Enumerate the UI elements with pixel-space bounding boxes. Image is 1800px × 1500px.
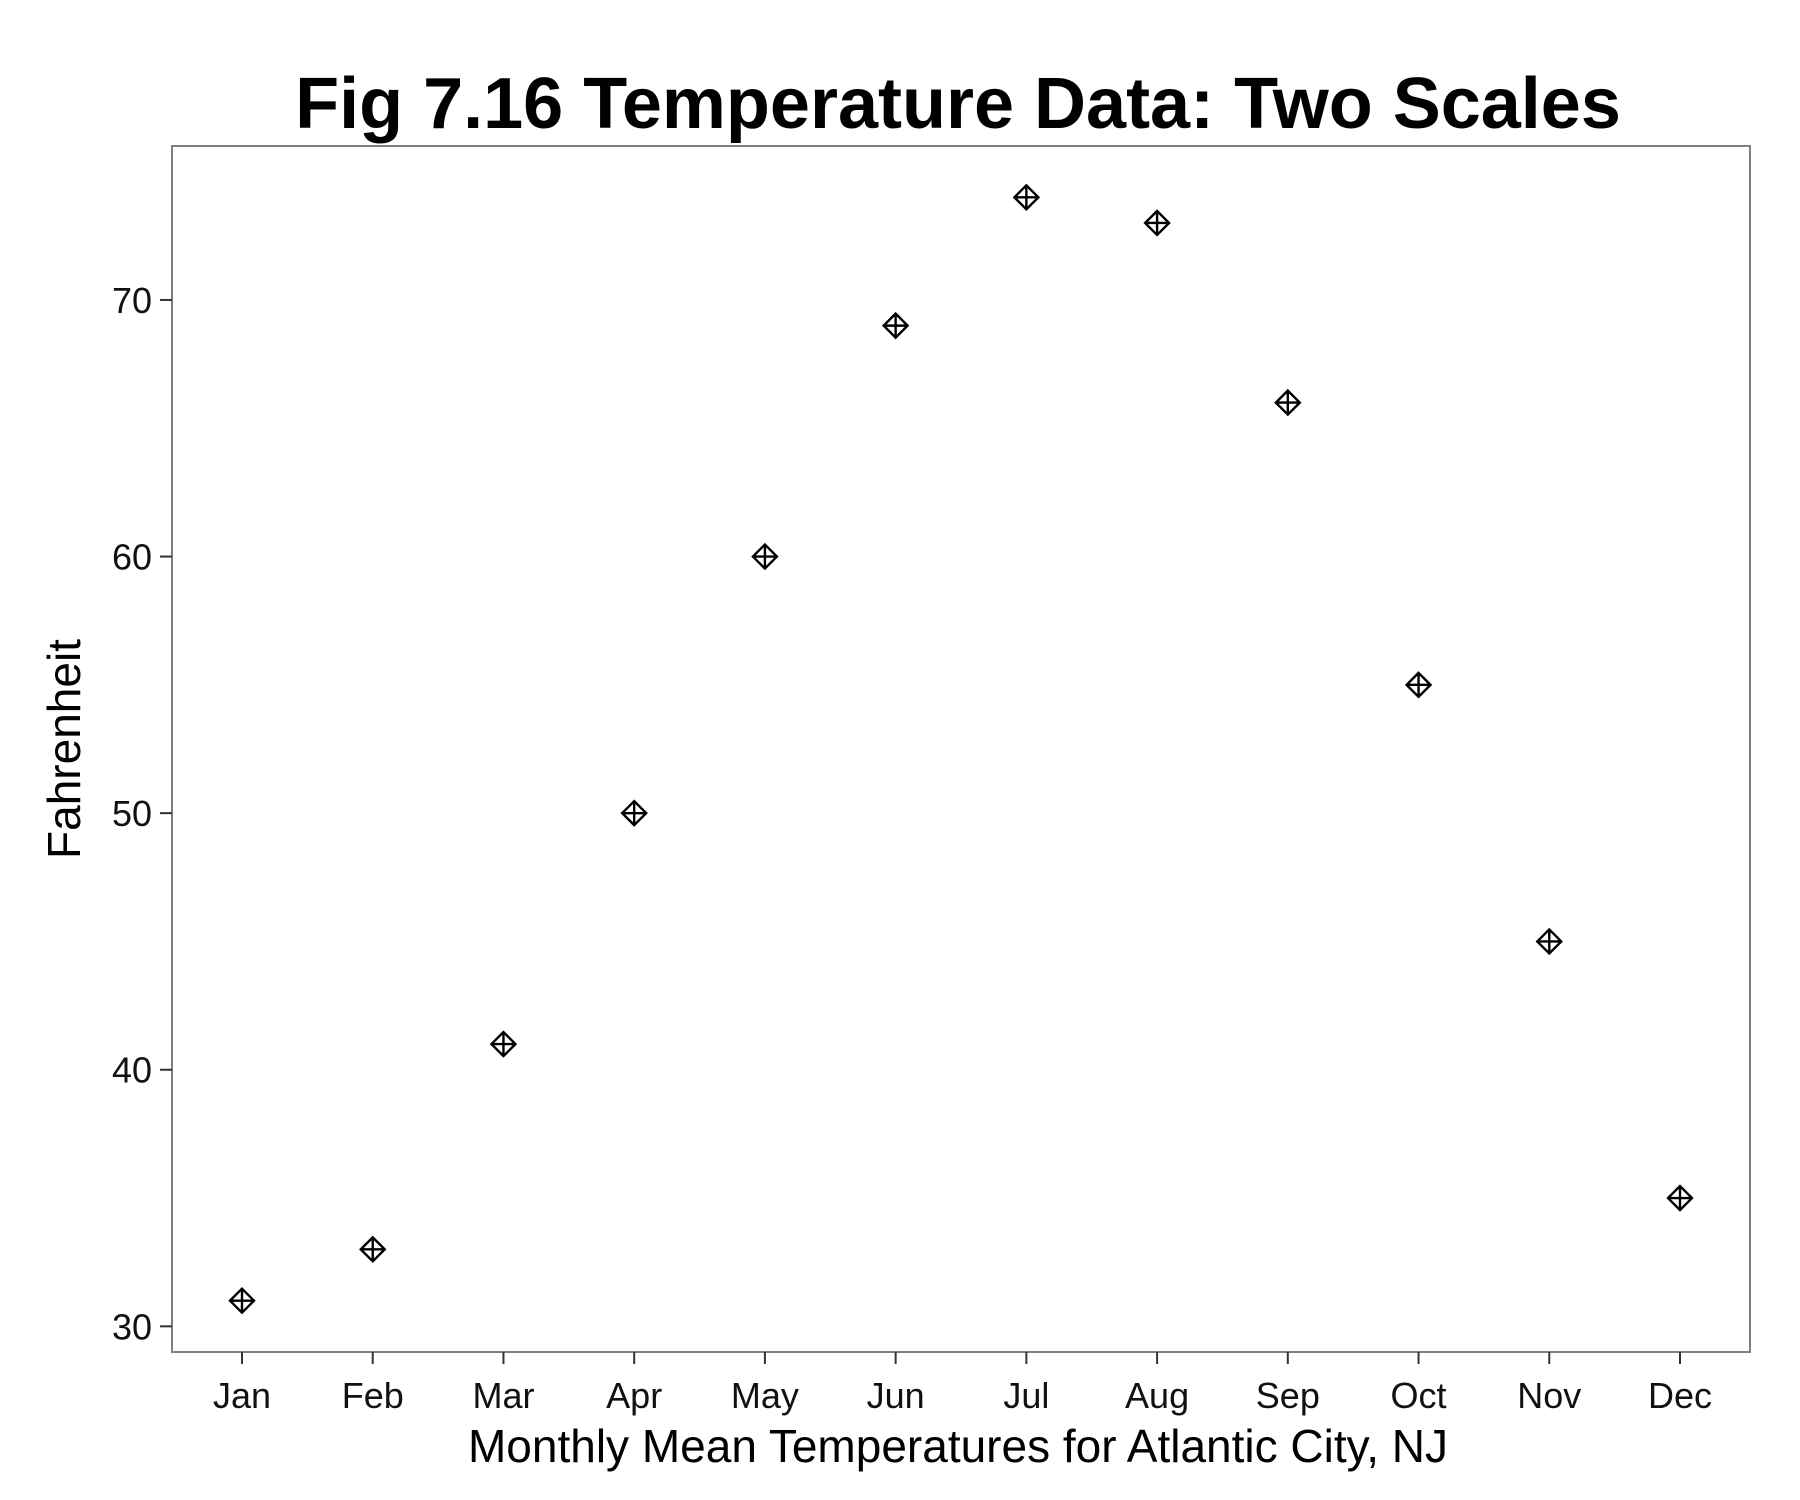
data-point bbox=[620, 799, 648, 827]
x-tick-label: Jan bbox=[213, 1375, 271, 1416]
x-tick-label: Sep bbox=[1256, 1375, 1320, 1416]
x-tick-label: Mar bbox=[472, 1375, 534, 1416]
x-tick-label: Jun bbox=[867, 1375, 925, 1416]
y-axis: 30 40 50 60 70 bbox=[112, 280, 172, 1347]
data-point bbox=[1666, 1184, 1694, 1212]
y-tick-label: 70 bbox=[112, 280, 152, 321]
x-tick-label: Oct bbox=[1391, 1375, 1447, 1416]
data-point bbox=[359, 1235, 387, 1264]
data-point bbox=[489, 1030, 518, 1058]
data-point bbox=[751, 542, 779, 571]
data-point bbox=[1535, 927, 1563, 956]
x-axis: Jan Feb Mar Apr May Jun Jul Aug Sep Oct Nov Dec bbox=[213, 1352, 1712, 1416]
plot-frame bbox=[171, 145, 1751, 1353]
x-tick-label: Jul bbox=[1003, 1375, 1049, 1416]
x-tick-label: Nov bbox=[1517, 1375, 1581, 1416]
data-point bbox=[228, 1286, 256, 1315]
x-tick-label: Feb bbox=[342, 1375, 404, 1416]
y-axis-title: Fahrenheit bbox=[38, 639, 90, 859]
data-point bbox=[881, 311, 910, 340]
chart-title: Fig 7.16 Temperature Data: Two Scales bbox=[295, 64, 1621, 144]
data-point bbox=[1274, 388, 1302, 417]
y-tick-label: 50 bbox=[112, 793, 152, 834]
x-tick-label: Dec bbox=[1648, 1375, 1712, 1416]
x-axis-title: Monthly Mean Temperatures for Atlantic C… bbox=[468, 1420, 1448, 1472]
x-tick-label: Apr bbox=[606, 1375, 662, 1416]
data-point bbox=[1143, 209, 1171, 237]
x-tick-label: Aug bbox=[1125, 1375, 1189, 1416]
x-tick-label: May bbox=[731, 1375, 799, 1416]
y-tick-label: 60 bbox=[112, 537, 152, 578]
y-tick-label: 40 bbox=[112, 1050, 152, 1091]
data-point bbox=[1012, 183, 1041, 212]
data-points bbox=[228, 183, 1694, 1315]
y-tick-label: 30 bbox=[112, 1306, 152, 1347]
data-point bbox=[1404, 671, 1433, 699]
